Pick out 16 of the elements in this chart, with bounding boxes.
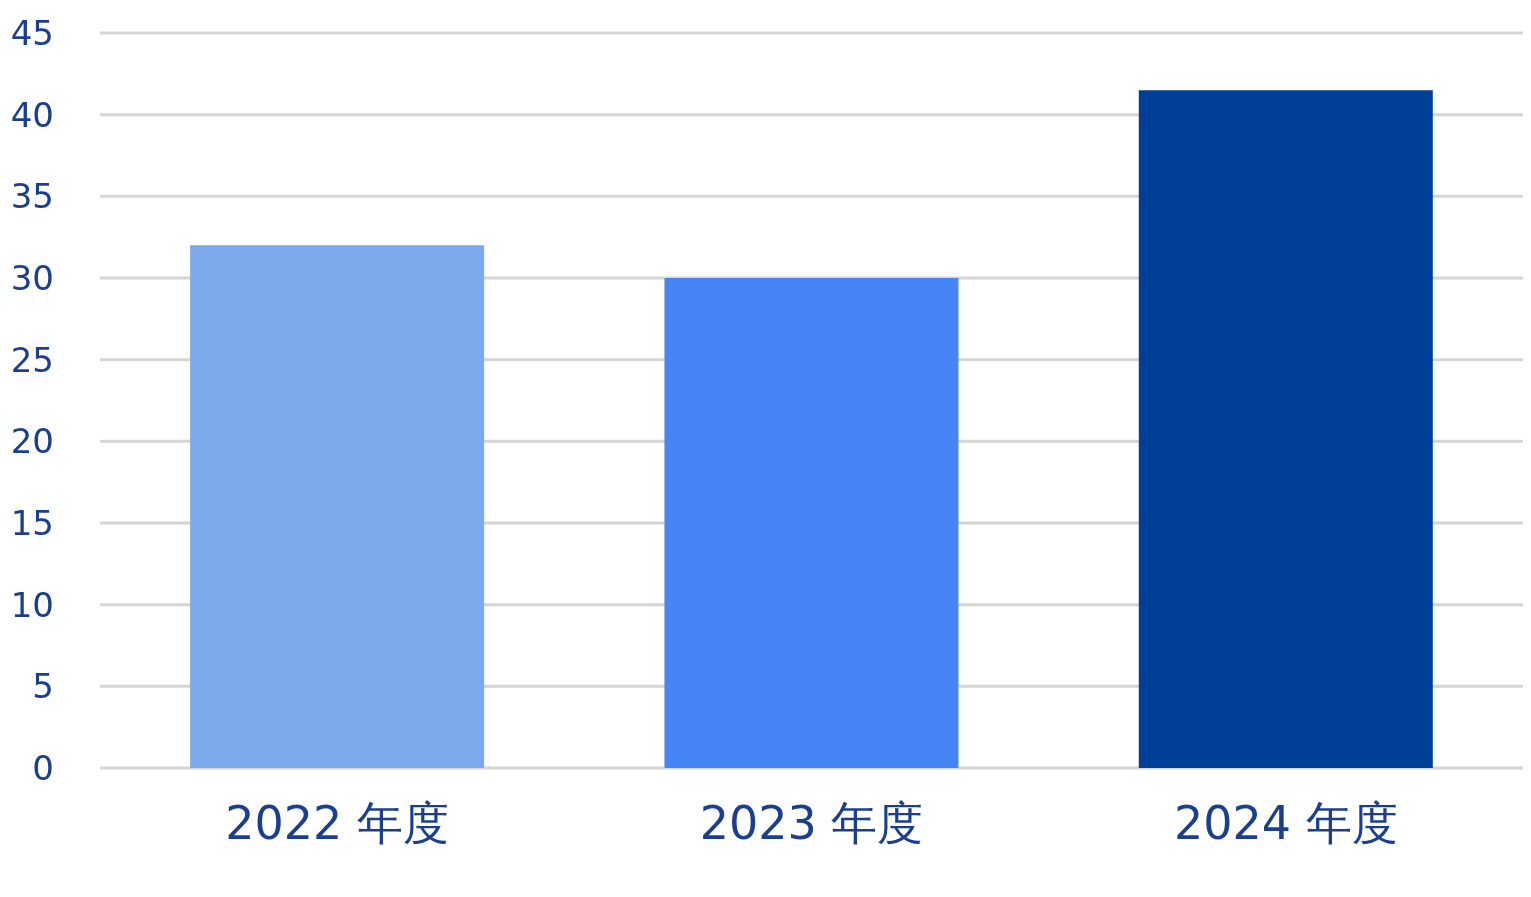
y-tick-label: 30	[10, 258, 54, 299]
y-tick-label: 5	[32, 666, 54, 707]
y-tick-label: 40	[10, 94, 54, 135]
y-tick-label: 45	[10, 13, 54, 54]
x-tick-label: 2023 年度	[699, 795, 924, 850]
y-tick-label: 20	[10, 421, 54, 462]
x-tick-label: 2024 年度	[1173, 795, 1398, 850]
y-tick-label: 10	[10, 584, 54, 625]
y-tick-label: 0	[32, 748, 54, 789]
y-tick-label: 35	[10, 176, 54, 217]
bar	[1138, 90, 1433, 768]
y-tick-label: 15	[10, 503, 54, 544]
bar	[664, 278, 959, 768]
bar	[190, 245, 485, 768]
x-tick-label: 2022 年度	[225, 795, 450, 850]
y-tick-label: 25	[10, 339, 54, 380]
